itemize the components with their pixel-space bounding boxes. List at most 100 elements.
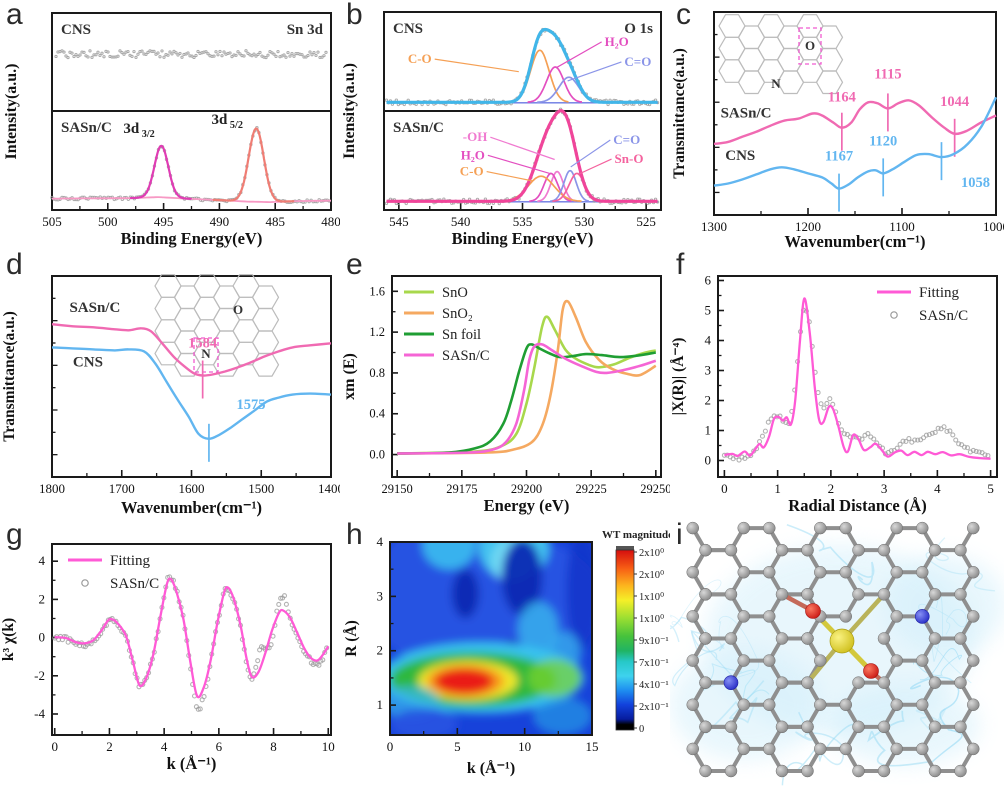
data-points xyxy=(721,307,991,463)
fit-component xyxy=(527,66,583,103)
series-label: SASn/C xyxy=(721,106,772,122)
x-tick-label: 4 xyxy=(161,739,168,754)
peak-label: 3d 3/2 xyxy=(123,121,154,140)
y-axis-label: |X(R)| (Å⁻⁴) xyxy=(670,338,687,416)
fit-envelope xyxy=(386,109,658,203)
legend-label: SASn/C xyxy=(442,348,490,364)
peak-value: 1044 xyxy=(940,94,969,110)
curve-sasnc xyxy=(51,323,332,377)
oxygen-atom xyxy=(805,603,821,619)
panel-i-model xyxy=(670,521,1004,786)
colorbar-tick-label: 1x10⁰ xyxy=(639,613,665,625)
panel-a-letter: a xyxy=(6,0,23,31)
x-tick-label: 500 xyxy=(98,214,118,229)
fit-component xyxy=(510,49,569,103)
tin-atom xyxy=(829,628,855,654)
component-label: C-O xyxy=(408,51,432,66)
x-tick-label: 535 xyxy=(513,214,533,229)
y-tick-label: 1.6 xyxy=(369,284,385,298)
component-label: C=O xyxy=(624,54,651,69)
x-tick-label: 485 xyxy=(265,214,285,229)
x-axis-label: Wavenumber(cm⁻¹) xyxy=(121,498,262,517)
oxygen-site-label: O xyxy=(805,38,815,53)
series-label: CNS xyxy=(725,148,755,164)
graphene-inset xyxy=(718,14,844,95)
x-axis-label: Binding Energy(eV) xyxy=(121,229,263,248)
panel-c-letter: c xyxy=(676,0,691,31)
xanes-plot: 29150 29175 29200 29225 29250 0.0 0.4 0.8 1.2 1.6… xyxy=(341,275,670,515)
panel-i: i xyxy=(670,518,1004,791)
cns-noise-trace xyxy=(54,49,328,60)
legend-label: SnO₂ xyxy=(442,306,473,322)
colorbar-tick-label: 2x10⁰ xyxy=(639,547,665,559)
x-tick-label: 6 xyxy=(216,739,223,754)
y-tick-label: 0.8 xyxy=(369,366,385,380)
y-axis-label: Intensity(a.u.) xyxy=(341,63,358,159)
series-label: SASn/C xyxy=(69,300,120,316)
x-tick-label: 2 xyxy=(828,481,835,496)
x-tick-label: 29225 xyxy=(576,482,607,496)
peak-value: 1164 xyxy=(828,90,856,106)
curve-cns xyxy=(51,346,332,440)
panel-a: a 505 500 495 490 485 480 Binding Energy(eV) In… xyxy=(0,0,340,250)
component-label: H₂O xyxy=(605,34,629,49)
y-tick-label: 2 xyxy=(705,393,712,408)
curve-sno xyxy=(397,315,657,455)
x-tick-label: 540 xyxy=(451,214,471,229)
panel-e-chart: 29150 29175 29200 29225 29250 0.0 0.4 0.8 1.2 1.6… xyxy=(341,275,670,515)
y-tick-label: 0.0 xyxy=(369,448,385,462)
panel-c-chart: 1300 1200 1100 1000 Wavenumber(cm⁻¹) Transmit… xyxy=(671,11,1004,250)
x-tick-label: 525 xyxy=(636,214,656,229)
x-tick-label: 530 xyxy=(575,214,595,229)
x-tick-label: 10 xyxy=(518,739,531,754)
x-axis-label: k (Å⁻¹) xyxy=(167,754,217,773)
x-tick-label: 29175 xyxy=(446,482,477,496)
peak-value: 1167 xyxy=(825,149,853,165)
panel-g: g 0 2 4 6 8 10 -4 -2 0 2 4 k (Å⁻¹) k³ χ(k) Fitting SAS… xyxy=(0,518,340,791)
x-axis-label: k (Å⁻¹) xyxy=(467,759,515,777)
panel-g-letter: g xyxy=(6,518,23,551)
component-label: Sn-O xyxy=(615,151,644,166)
dashed-highlight-box xyxy=(193,337,219,373)
x-tick-label: 2 xyxy=(106,739,113,754)
component-label: C=O xyxy=(613,132,640,147)
fit-component xyxy=(529,172,572,203)
x-tick-label: 15 xyxy=(586,739,599,754)
colorbar-tick-label: 2x10⁻¹ xyxy=(639,702,669,713)
x-tick-label: 29200 xyxy=(511,482,542,496)
colorbar-tick-label: 4x10⁻¹ xyxy=(639,680,669,691)
axis-frame xyxy=(717,275,998,478)
y-tick-label: -4 xyxy=(34,706,45,721)
y-tick-label: 1.2 xyxy=(369,325,385,339)
legend-label: Fitting xyxy=(110,553,151,569)
charge-density-wisps xyxy=(670,524,996,786)
xps-sn3d-plot: 505 500 495 490 485 480 Binding Energy(eV) Inte… xyxy=(3,12,340,248)
x-axis-label: Radial Distance (Å) xyxy=(788,496,926,515)
nitrogen-site-label: N xyxy=(201,346,211,361)
fit-component xyxy=(549,169,589,202)
data-points xyxy=(52,574,330,712)
fitting-curve xyxy=(54,577,330,699)
component-label: C-O xyxy=(460,164,484,179)
panel-e: e 29150 29175 29200 29225 29250 0.0 0.4 0.8 1.2 1… xyxy=(340,248,670,520)
y-tick-label: 0 xyxy=(705,453,712,468)
x-tick-label: 5 xyxy=(454,739,461,754)
x-tick-label: 1000 xyxy=(983,219,1004,234)
x-tick-label: 495 xyxy=(154,214,174,229)
oxygen-atom xyxy=(863,663,879,679)
peak-value: 1058 xyxy=(961,175,990,191)
legend: Fitting SASn/C xyxy=(877,285,968,324)
xps-o1s-plot: 545 540 535 530 525 Binding Energy(eV) Intensi… xyxy=(341,11,662,248)
x-tick-label: 8 xyxy=(270,739,277,754)
y-tick-label: 3 xyxy=(705,363,712,378)
y-axis-label: R (Å) xyxy=(343,620,360,657)
colorbar-tick-label: 0 xyxy=(639,724,644,735)
nitrogen-site-label: N xyxy=(771,76,781,91)
panel-f-chart: 0 1 2 3 4 5 0 1 2 3 4 5 6 Radial Distance (Å) |X(R)| (… xyxy=(670,273,998,515)
panel-b: b 545 540 535 530 525 Binding Energy(eV) Inten… xyxy=(340,0,670,250)
x-tick-label: 1600 xyxy=(179,481,205,496)
y-axis-label: Transmittance(a.u.) xyxy=(1,311,18,442)
x-tick-label: 1700 xyxy=(109,481,135,496)
